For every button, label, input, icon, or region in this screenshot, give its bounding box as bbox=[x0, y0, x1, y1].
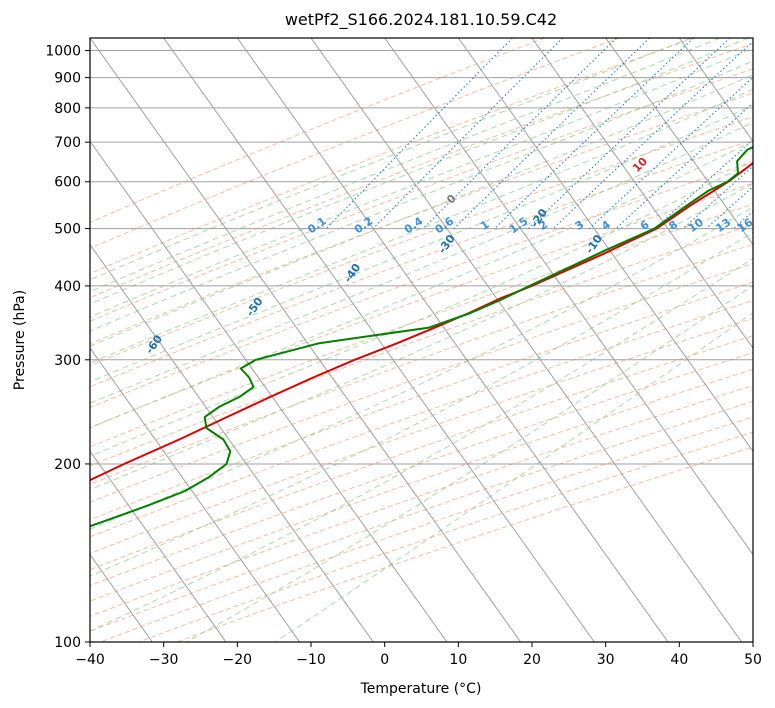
mixing-ratio-label: 16 bbox=[735, 215, 755, 235]
x-tick-label: 20 bbox=[523, 652, 541, 668]
moist-adiabats bbox=[90, 38, 753, 642]
y-tick-label: 100 bbox=[54, 635, 81, 651]
isotherm-line bbox=[678, 38, 753, 143]
x-tick-label: 0 bbox=[380, 652, 389, 668]
chart-title: wetPf2_S166.2024.181.10.59.C42 bbox=[285, 10, 557, 30]
moist-adiabat-line bbox=[90, 88, 753, 364]
isotherm-line bbox=[531, 38, 753, 349]
y-tick-label: 800 bbox=[54, 101, 81, 117]
y-tick-label: 400 bbox=[54, 279, 81, 295]
dry-adiabat-line bbox=[90, 38, 545, 223]
mixing-ratio-line bbox=[325, 38, 513, 229]
x-tick-label: −30 bbox=[149, 652, 179, 668]
isotherm-line bbox=[457, 38, 753, 453]
dry-adiabat-line bbox=[90, 92, 753, 345]
y-tick-label: 900 bbox=[54, 71, 81, 87]
x-tick-label: 30 bbox=[597, 652, 615, 668]
y-tick-label: 600 bbox=[54, 175, 81, 191]
isotherm-line bbox=[90, 243, 374, 642]
y-tick-label: 300 bbox=[54, 353, 81, 369]
x-tick-label: 50 bbox=[744, 652, 762, 668]
x-tick-label: 10 bbox=[449, 652, 467, 668]
plot-frame bbox=[89, 37, 754, 643]
moist-adiabat-line bbox=[274, 312, 753, 642]
moist-adiabat-line bbox=[90, 121, 753, 404]
moist-adiabat-line bbox=[90, 38, 749, 305]
isobar-grid bbox=[90, 50, 753, 642]
dry-adiabat-line bbox=[90, 42, 753, 299]
y-axis: 100 200 300 400 500 600 700 800 900 1000 bbox=[45, 44, 90, 651]
dry-adiabat-line bbox=[90, 38, 620, 249]
x-tick-label: −20 bbox=[223, 652, 253, 668]
mixing-ratio-line bbox=[453, 38, 650, 229]
moist-adiabat-line bbox=[90, 140, 753, 429]
x-axis-label: Temperature (°C) bbox=[360, 681, 482, 697]
dry-adiabat-line bbox=[90, 299, 753, 538]
dry-adiabat-line bbox=[90, 38, 695, 275]
moist-adiabat-line bbox=[90, 38, 692, 281]
mixing-ratio-line bbox=[588, 76, 753, 230]
mixing-ratio-lines bbox=[325, 38, 753, 230]
moist-adiabat-line bbox=[90, 182, 753, 491]
mixing-ratio-line bbox=[422, 38, 617, 229]
isotherm-line bbox=[605, 38, 753, 246]
isotherm-line bbox=[90, 38, 522, 642]
isotherm-line bbox=[90, 347, 301, 642]
dry-adiabat-line bbox=[100, 416, 753, 642]
moist-adiabat-line bbox=[90, 47, 753, 318]
dry-adiabat-line bbox=[90, 116, 753, 367]
moist-adiabat-line bbox=[90, 60, 753, 332]
moist-adiabat-line bbox=[186, 284, 753, 642]
dry-adiabat-line bbox=[90, 182, 753, 429]
dry-adiabat-line bbox=[90, 139, 753, 388]
profile-series bbox=[90, 146, 753, 528]
moist-adiabat-line bbox=[90, 160, 753, 457]
x-tick-label: 40 bbox=[670, 652, 688, 668]
isotherm-line bbox=[163, 38, 595, 642]
y-tick-label: 500 bbox=[54, 222, 81, 238]
mixing-ratio-line bbox=[552, 40, 753, 230]
isotherm-line bbox=[310, 38, 743, 642]
dry-adiabat-line bbox=[90, 384, 753, 617]
x-tick-label: −40 bbox=[75, 652, 105, 668]
mixing-ratio-line bbox=[705, 186, 753, 230]
dewpoint-profile bbox=[90, 146, 753, 528]
plot-area: -100-90-80-70-60-50-40-30-20-100.10.20.4… bbox=[90, 38, 755, 642]
isotherm-grid bbox=[90, 38, 753, 642]
dry-adiabat-line bbox=[90, 400, 753, 632]
mixing-ratio-line bbox=[372, 38, 564, 229]
temperature-profile bbox=[90, 161, 753, 482]
moist-adiabat-line bbox=[90, 74, 753, 347]
isotherm-line bbox=[384, 38, 753, 556]
y-tick-label: 1000 bbox=[45, 44, 81, 60]
isotherm-line bbox=[90, 140, 448, 642]
dry-adiabat-line bbox=[90, 317, 753, 555]
dry-adiabat-line bbox=[90, 223, 753, 467]
dry-adiabat-line bbox=[90, 368, 753, 602]
y-axis-label: Pressure (hPa) bbox=[12, 290, 28, 390]
isotherm-line bbox=[236, 38, 669, 642]
y-tick-label: 200 bbox=[54, 457, 81, 473]
dry-adiabat-line bbox=[90, 68, 753, 322]
x-axis: −40 −30 −20 −10 0 10 20 30 40 50 bbox=[75, 642, 762, 668]
y-tick-label: 700 bbox=[54, 135, 81, 151]
moist-adiabat-line bbox=[90, 38, 720, 293]
x-tick-label: −10 bbox=[296, 652, 326, 668]
isotherm-line bbox=[90, 450, 227, 642]
dry-adiabats bbox=[90, 38, 753, 642]
